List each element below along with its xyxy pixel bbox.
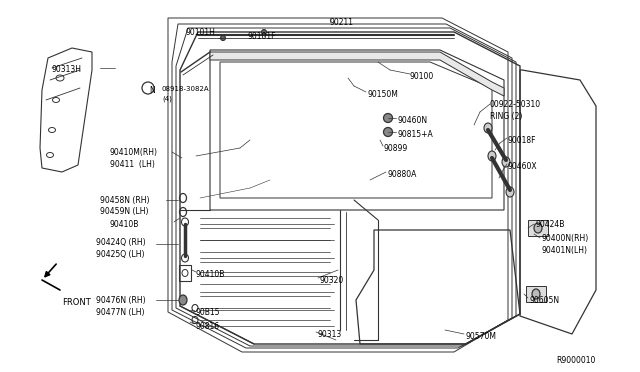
Ellipse shape	[488, 151, 496, 161]
Text: 90880A: 90880A	[388, 170, 417, 179]
Ellipse shape	[506, 187, 514, 197]
Text: 90425Q (LH): 90425Q (LH)	[96, 250, 145, 259]
Text: R9000010: R9000010	[556, 356, 595, 365]
Text: (4): (4)	[162, 96, 172, 103]
Text: 08918-3082A: 08918-3082A	[162, 86, 210, 92]
Text: 90411  (LH): 90411 (LH)	[110, 160, 155, 169]
Ellipse shape	[262, 29, 266, 35]
Text: 90816: 90816	[196, 322, 220, 331]
Text: 90211: 90211	[330, 18, 354, 27]
Text: 90410B: 90410B	[110, 220, 140, 229]
Text: 90401N(LH): 90401N(LH)	[542, 246, 588, 255]
Text: FRONT: FRONT	[62, 298, 91, 307]
Text: 90605N: 90605N	[530, 296, 560, 305]
Text: 90100: 90100	[410, 72, 435, 81]
Ellipse shape	[383, 128, 392, 137]
Text: 90424Q (RH): 90424Q (RH)	[96, 238, 146, 247]
Text: 90018F: 90018F	[508, 136, 536, 145]
Ellipse shape	[484, 123, 492, 133]
Text: 90815+A: 90815+A	[398, 130, 434, 139]
Ellipse shape	[179, 295, 187, 305]
Ellipse shape	[221, 35, 225, 41]
Bar	[528, 220, 548, 236]
Text: 90899: 90899	[384, 144, 408, 153]
Text: 90101H: 90101H	[185, 28, 215, 37]
Polygon shape	[210, 52, 504, 96]
Text: 90101F: 90101F	[248, 32, 276, 41]
Text: 90313: 90313	[318, 330, 342, 339]
Text: 90410M(RH): 90410M(RH)	[110, 148, 158, 157]
Text: 90477N (LH): 90477N (LH)	[96, 308, 145, 317]
Text: 90150M: 90150M	[368, 90, 399, 99]
Ellipse shape	[534, 223, 542, 233]
Text: 90424B: 90424B	[536, 220, 565, 229]
Text: 90400N(RH): 90400N(RH)	[542, 234, 589, 243]
Text: 90458N (RH): 90458N (RH)	[100, 196, 150, 205]
Ellipse shape	[502, 157, 510, 167]
Text: 90570M: 90570M	[466, 332, 497, 341]
Text: 90410B: 90410B	[196, 270, 225, 279]
Text: 90320: 90320	[320, 276, 344, 285]
Text: 90460N: 90460N	[398, 116, 428, 125]
Text: 00922-50310: 00922-50310	[490, 100, 541, 109]
Bar	[526, 286, 546, 302]
Text: 90459N (LH): 90459N (LH)	[100, 207, 148, 216]
Ellipse shape	[383, 113, 392, 122]
Ellipse shape	[532, 289, 540, 299]
Text: 90B15: 90B15	[196, 308, 221, 317]
Text: 90476N (RH): 90476N (RH)	[96, 296, 146, 305]
Text: RING (2): RING (2)	[490, 112, 522, 121]
Text: 90460X: 90460X	[508, 162, 538, 171]
Text: 90313H: 90313H	[52, 65, 82, 74]
Text: N: N	[149, 86, 155, 95]
Bar	[179, 265, 191, 281]
